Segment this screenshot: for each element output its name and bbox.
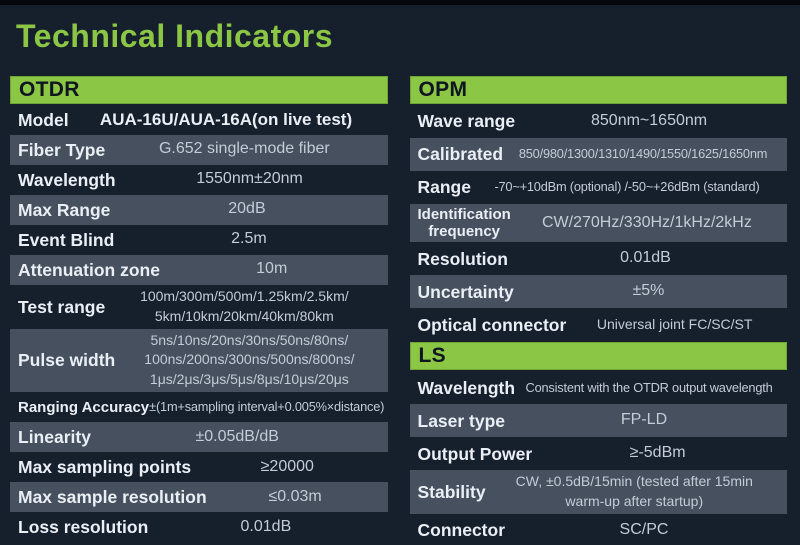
- spec-label: Model: [18, 109, 69, 130]
- spec-row-calibrated: Calibrated 850/980/1300/1310/1490/1550/16…: [409, 137, 787, 171]
- otdr-column: OTDR Model AUA-16U/AUA-16A(on live test) Fi…: [10, 75, 388, 545]
- spec-row-loss-resolution: Loss resolution 0.01dB: [10, 512, 388, 542]
- spec-value: ±(1m+sampling interval+0.005%×distance): [149, 399, 385, 415]
- spec-row-fiber-type: Fiber Type G.652 single-mode fiber: [10, 134, 388, 165]
- spec-label: Range: [417, 177, 471, 198]
- spec-value: CW/270Hz/330Hz/1kHz/2kHz: [542, 213, 752, 231]
- spec-value: AUA-16U/AUA-16A(on live test): [99, 109, 353, 129]
- spec-value: SC/PC: [619, 521, 669, 539]
- spec-label: Connector: [417, 520, 506, 541]
- spec-row-attenuation-zone: Attenuation zone 10m: [10, 254, 388, 285]
- spec-row-uncertainty: Uncertainty ±5%: [409, 275, 787, 309]
- spec-label: Test range: [18, 296, 106, 317]
- spec-label: Event Blind: [18, 229, 115, 250]
- spec-label: Fiber Type: [18, 139, 106, 160]
- spec-label: Pulse width: [18, 350, 116, 371]
- opm-ls-column: OPM Wave range 850nm~1650nm Calibrated 850/9…: [409, 75, 788, 545]
- spec-value: CW, ±0.5dB/15min (tested after 15min war…: [515, 473, 753, 510]
- spec-value: FP-LD: [620, 411, 668, 429]
- section-header-opm: OPM: [409, 75, 787, 104]
- spec-value: 10m: [256, 260, 288, 278]
- spec-row-wavelength: Wavelength 1550nm±20nm: [10, 165, 388, 195]
- spec-value: ≥20000: [260, 457, 314, 475]
- spec-row-pulse-width: Pulse width 5ns/10ns/20ns/30ns/50ns/80ns/…: [10, 328, 388, 393]
- spec-value: Consistent with the OTDR output waveleng…: [525, 379, 773, 395]
- spec-value: 5ns/10ns/20ns/30ns/50ns/80ns/ 100ns/200n…: [144, 331, 355, 388]
- spec-row-optical-connector: Optical connector Universal joint FC/SC/S…: [410, 308, 788, 341]
- spec-value: 2.5m: [231, 230, 267, 248]
- spec-row-max-sample-resolution: Max sample resolution ≤0.03m: [10, 482, 388, 513]
- spec-row-identification-frequency: Identification frequency CW/270Hz/330Hz/1…: [409, 203, 787, 243]
- spec-row-ranging-accuracy: Ranging Accuracy ±(1m+sampling interval+0…: [10, 392, 388, 422]
- spec-columns: OTDR Model AUA-16U/AUA-16A(on live test) Fi…: [0, 75, 800, 545]
- spec-value: ≤0.03m: [268, 487, 322, 505]
- spec-label: Wavelength: [18, 169, 116, 190]
- spec-value: 100m/300m/500m/1.25km/2.5km/ 5km/10km/20…: [140, 287, 349, 324]
- spec-label: Uncertainty: [417, 281, 514, 302]
- spec-row-resolution: Resolution 0.01dB: [410, 242, 788, 275]
- spec-value: G.652 single-mode fiber: [158, 140, 330, 158]
- spec-value: ±5%: [632, 282, 665, 300]
- spec-label: Output Power: [417, 443, 533, 464]
- spec-row-max-range: Max Range 20dB: [10, 194, 388, 225]
- spec-label: Identification frequency: [417, 205, 511, 241]
- spec-label: Ranging Accuracy: [18, 398, 150, 416]
- spec-label: Max Range: [18, 199, 111, 220]
- spec-row-laser-type: Laser type FP-LD: [409, 404, 787, 438]
- top-edge-strip: [0, 0, 800, 5]
- spec-row-output-power: Output Power ≥-5dBm: [410, 437, 788, 470]
- spec-label: Max sample resolution: [18, 487, 207, 508]
- section-header-ls: LS: [409, 342, 787, 371]
- spec-row-wave-range: Wave range 850nm~1650nm: [410, 105, 788, 138]
- section-header-otdr: OTDR: [10, 75, 388, 104]
- spec-label: Calibrated: [417, 144, 504, 165]
- spec-row-linearity: Linearity ±0.05dB/dB: [10, 422, 388, 453]
- spec-row-stability: Stability CW, ±0.5dB/15min (tested after …: [409, 470, 787, 515]
- spec-row-wavelength: Wavelength Consistent with the OTDR outpu…: [410, 371, 788, 404]
- spec-row-event-blind: Event Blind 2.5m: [10, 225, 388, 255]
- spec-row-test-range: Test range 100m/300m/500m/1.25km/2.5km/ 5…: [10, 285, 388, 329]
- spec-value: 1550nm±20nm: [196, 170, 303, 188]
- spec-value: 850nm~1650nm: [591, 111, 708, 129]
- spec-row-range: Range -70~+10dBm (optional) /-50~+26dBm (…: [410, 171, 788, 204]
- spec-label: Stability: [417, 482, 486, 503]
- spec-value: ≥-5dBm: [629, 444, 686, 462]
- spec-row-model: Model AUA-16U/AUA-16A(on live test): [10, 105, 388, 135]
- spec-label: Laser type: [417, 410, 506, 431]
- spec-value: Universal joint FC/SC/ST: [596, 315, 753, 332]
- spec-value: 20dB: [228, 200, 266, 218]
- spec-label: Loss resolution: [18, 517, 149, 538]
- spec-label: Wave range: [417, 111, 516, 132]
- spec-value: 0.01dB: [620, 249, 671, 267]
- spec-label: Resolution: [417, 248, 508, 269]
- spec-value: 850/980/1300/1310/1490/1550/1625/1650nm: [518, 146, 768, 162]
- spec-label: Max sampling points: [18, 457, 192, 478]
- spec-value: ±0.05dB/dB: [195, 427, 279, 445]
- spec-label: Linearity: [18, 427, 91, 448]
- spec-label: Optical connector: [417, 314, 567, 335]
- spec-row-max-sampling-points: Max sampling points ≥20000: [10, 452, 388, 482]
- spec-label: Wavelength: [417, 377, 516, 398]
- spec-value: -70~+10dBm (optional) /-50~+26dBm (stand…: [494, 179, 760, 195]
- spec-label: Attenuation zone: [18, 259, 160, 280]
- spec-row-connector: Connector SC/PC: [410, 514, 788, 545]
- page-title: Technical Indicators: [16, 18, 334, 54]
- spec-value: 0.01dB: [240, 517, 292, 535]
